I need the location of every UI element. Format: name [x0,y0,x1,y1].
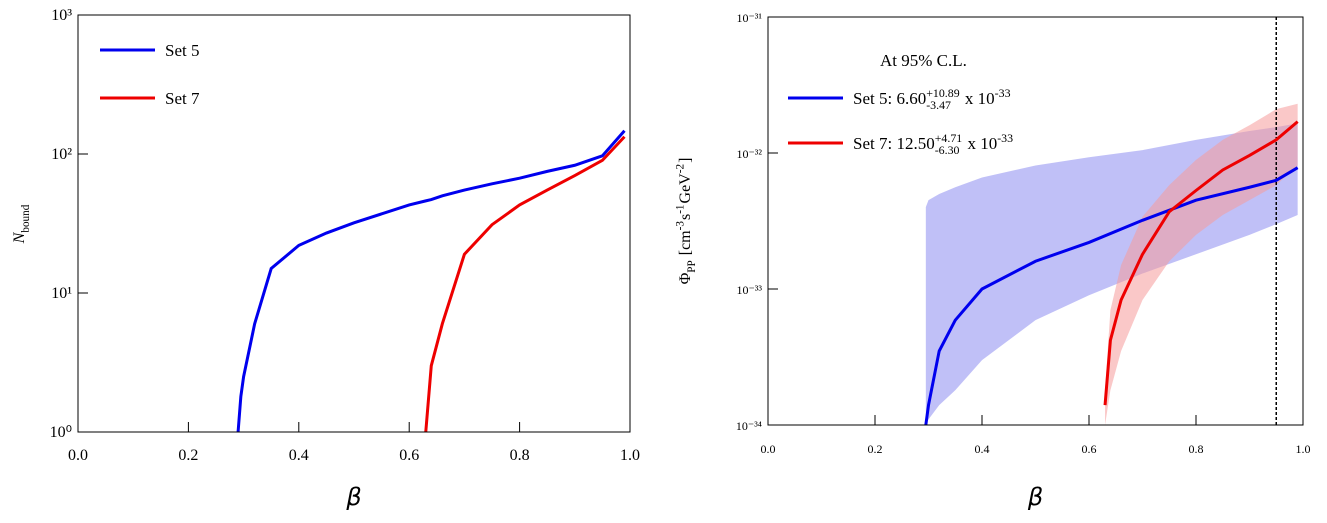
annotation: At 95% C.L. [880,51,967,70]
legend-label: -3.47 [926,98,951,112]
legend-label: Set 7 [165,89,200,108]
y-axis-label-part: N [11,231,28,244]
legend-label: Set 5: 6.60 [853,89,926,108]
legend-label: Set 5 [165,41,199,60]
y-tick-label: 10⁻³² [736,147,762,161]
y-axis-label-part: bound [20,204,32,232]
x-tick-label: 0.6 [1082,442,1097,456]
x-tick-label: 0.8 [510,447,530,464]
x-tick-label: 0.4 [975,442,990,456]
x-tick-label: 0.0 [761,442,776,456]
legend-label: -33 [995,86,1011,100]
y-tick-label: 10⁻³³ [736,283,762,297]
y-axis-label-part: -1 [675,204,687,213]
y-axis-label-part: PP [686,260,698,272]
plot-frame [77,14,631,433]
y-axis-label-part: ] [677,158,694,163]
legend-label: -33 [997,131,1013,145]
plot-frame [767,16,1304,426]
legend-label: -6.30 [935,143,960,157]
series-line [236,129,626,433]
x-tick-label: 0.8 [1189,442,1204,456]
y-axis-label-part: -2 [675,164,687,173]
legend-label: +4.71 [935,131,963,145]
x-tick-label: 0.4 [289,447,309,464]
y-axis-label-part: GeV [677,173,694,204]
x-axis-label: β [345,483,361,511]
x-tick-label: 1.0 [620,447,640,464]
y-tick-label: 10⁰ [50,424,72,441]
legend-label: +10.89 [926,86,960,100]
x-tick-label: 1.0 [1296,442,1311,456]
y-tick-label: 10⁻³⁴ [736,419,762,433]
series-line [924,166,1299,426]
series-line [424,135,626,433]
legend-label: Set 7: 12.50 [853,134,935,153]
legend-label: x 10 [961,89,995,108]
y-tick-label: 10³ [51,7,72,24]
confidence-band [1105,103,1298,425]
legend-label: x 10 [963,134,997,153]
y-tick-label: 10⁻³¹ [736,11,762,25]
y-tick-label: 10² [51,146,72,163]
y-axis-label-part: -3 [675,221,687,231]
x-tick-label: 0.2 [868,442,883,456]
y-tick-label: 10¹ [51,285,72,302]
panel: 0.0 0.2 0.4 0.6 0.8 1.0 10⁻³⁴ 10⁻³³ 10⁻³² 10⁻³¹ β Φ… [675,11,1311,511]
y-axis-label-part: Φ [677,272,694,284]
y-axis-label-part: s [677,214,694,220]
x-tick-label: 0.0 [68,447,88,464]
x-axis-label: β [1027,483,1043,511]
series-line [1103,120,1299,406]
x-tick-label: 0.6 [399,447,419,464]
x-tick-label: 0.2 [178,447,198,464]
y-axis-label-part: [cm [677,230,694,259]
